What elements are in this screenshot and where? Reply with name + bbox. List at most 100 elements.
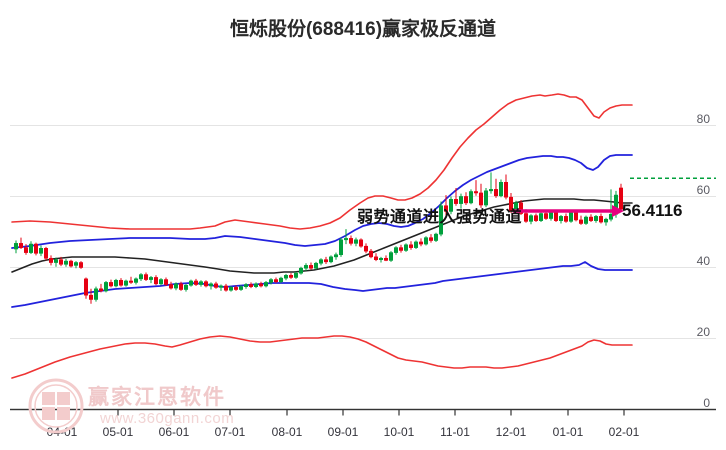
candlestick [244,283,249,289]
candlestick [84,277,89,299]
candlestick [64,258,69,267]
candlestick [159,278,164,286]
candlestick [194,278,199,286]
watermark-brand: 赢家江恩软件 [88,386,226,409]
candlestick [413,240,418,250]
candlestick [538,212,543,223]
channel-band-upper-blue [11,154,633,249]
candlestick [558,214,563,224]
candlestick [378,256,383,263]
candlestick [303,263,308,272]
candlestick [423,236,428,246]
candlestick [593,214,598,223]
candlestick [323,256,328,264]
annotation-arrow [513,205,624,217]
candlestick [174,282,179,291]
candlestick [28,241,33,255]
candlestick [343,229,348,245]
candlestick [219,284,224,291]
candlestick [363,243,368,254]
candlestick [258,281,263,288]
y-axis-tick-0: 0 [703,395,710,410]
candlestick [448,196,453,215]
candlestick [38,245,43,257]
candlestick [568,211,573,223]
candlestick [428,234,433,243]
candlestick [328,255,333,264]
candlestick [443,195,448,216]
candlestick [224,283,229,292]
candlestick [533,213,538,223]
candlestick [273,277,278,284]
channel-bands-group [11,93,633,379]
candlestick [139,273,144,281]
y-axis-tick-40: 40 [696,253,710,268]
candlestick [164,277,169,286]
candlestick [249,282,254,289]
candlestick [144,272,149,281]
candlestick [154,275,159,286]
candlestick [149,276,154,284]
candlestick [69,259,74,268]
annotation-arrow-head [612,205,624,217]
candlestick [189,279,194,287]
last-price-label: 56.4116 [622,201,683,220]
channel-band-upper-red [11,93,633,230]
candlestick [53,257,58,267]
candlestick [388,251,393,262]
candlestick [358,238,363,248]
candlestick [239,285,244,291]
x-axis-tick-07-01: 07-01 [214,425,246,439]
x-axis-tick-06-01: 06-01 [158,425,190,439]
candlestick [119,278,124,287]
candlestick [348,235,353,246]
candlestick [298,266,303,275]
candlestick [58,256,63,267]
candlestick [578,215,583,225]
x-axis-group [10,408,716,416]
candlestick [234,285,239,291]
candlestick [124,279,129,287]
x-axis-tick-11-01: 11-01 [440,425,470,439]
candlestick [453,187,458,206]
candlestick [209,282,214,290]
candlestick [33,242,38,256]
candlestick [498,179,503,198]
candlestick [229,285,234,292]
candlestick [603,217,608,226]
candlestick [184,283,189,292]
candlestick [99,283,104,293]
annotation-label: 弱势通道进入强势通道 [357,209,523,226]
candlestick [74,261,79,269]
candlestick [383,255,388,262]
candlestick [199,280,204,287]
seal-logo-icon [28,378,84,434]
x-axis-tick-08-01: 08-01 [271,425,303,439]
candlestick [588,214,593,223]
gridlines-group [10,125,716,411]
candlestick [583,215,588,225]
channel-band-lower-blue [11,261,633,308]
candlestick [503,174,508,200]
candlestick [338,237,343,257]
candlestick [598,213,603,224]
candlestick [508,192,513,213]
candlestick [254,282,259,289]
candlestick [288,273,293,279]
candlestick [528,214,533,225]
candlestick [403,243,408,252]
candlestick [48,255,53,266]
y-axis-tick-80: 80 [696,111,710,126]
candlestick [353,237,358,247]
candlestick [483,187,488,208]
x-axis-tick-05-01: 05-01 [102,425,134,439]
candlestick [548,211,553,221]
x-axis-tick-01-01: 01-01 [552,425,584,439]
candlestick [313,261,318,270]
candlestick [14,240,19,254]
channel-band-mid-black [11,198,633,274]
candlestick [79,261,84,269]
candlestick [438,201,443,237]
candlestick [333,252,338,260]
